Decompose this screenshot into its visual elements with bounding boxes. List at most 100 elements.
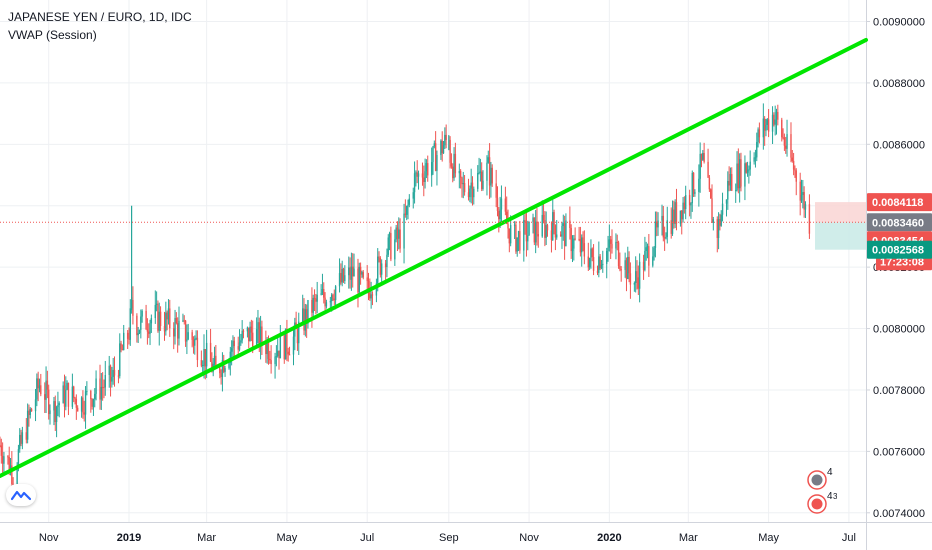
candle-body	[255, 329, 258, 347]
candle-body	[352, 266, 354, 277]
candle-body	[92, 399, 95, 407]
candle-body	[757, 129, 759, 143]
candle-body	[361, 272, 363, 275]
candle-body	[782, 137, 784, 139]
candle-body	[681, 210, 683, 220]
candle-body	[237, 346, 239, 350]
candle-body	[606, 250, 608, 264]
candle-body	[653, 247, 655, 257]
candle-body	[16, 468, 18, 485]
candle-body	[745, 163, 747, 173]
candle-body	[683, 202, 686, 210]
candle-body	[791, 157, 793, 161]
candle-body	[773, 114, 775, 125]
candle-body	[588, 257, 591, 268]
candle-body	[284, 328, 287, 360]
price-tag-high: 0.0084118	[867, 193, 932, 212]
candle-body	[767, 119, 770, 132]
candle-body	[527, 235, 529, 242]
candle-body	[288, 354, 291, 356]
candle-body	[553, 212, 555, 226]
x-tick-label: May	[758, 532, 779, 544]
candle-body	[165, 312, 167, 332]
candle-body	[209, 342, 212, 362]
candle-body	[765, 124, 767, 131]
candle-body	[427, 163, 429, 176]
candle-body	[34, 399, 37, 412]
candle-body	[790, 134, 792, 158]
candle-body	[316, 294, 318, 302]
candle-body	[123, 332, 125, 350]
candle-body	[403, 213, 405, 249]
candle-body	[707, 161, 709, 178]
price-tag-low-text: 0.0082568	[872, 245, 924, 257]
candle-body	[67, 382, 70, 407]
candle-body	[744, 163, 746, 187]
candle-body	[602, 263, 604, 265]
candle-body	[340, 273, 342, 283]
candle-body	[192, 339, 195, 346]
candle-body	[17, 449, 20, 469]
candle-body	[731, 174, 733, 191]
candle-body	[55, 407, 58, 422]
indicator-label[interactable]: VWAP (Session)	[8, 28, 97, 42]
candle-body	[423, 177, 425, 183]
candle-body	[802, 192, 804, 195]
candle-body	[330, 294, 333, 302]
candle-body	[184, 320, 187, 342]
candle-body	[324, 297, 326, 307]
candle-body	[525, 221, 528, 242]
candle-body	[533, 217, 536, 243]
candle-body	[298, 321, 300, 344]
candle-body	[187, 332, 189, 340]
candle-body	[101, 386, 104, 388]
candle-body	[100, 386, 103, 400]
price-tag-low: 0.0082568	[867, 240, 932, 259]
candle-body	[246, 327, 249, 332]
price-tag-last-text: 0.0083460	[872, 217, 924, 229]
candle-body	[578, 238, 580, 240]
candle-body	[528, 221, 530, 236]
candle-body	[620, 269, 622, 271]
candle-body	[65, 389, 67, 407]
candle-body	[333, 298, 335, 301]
candle-body	[26, 410, 29, 440]
candle-body	[633, 282, 636, 285]
candle-body	[233, 340, 235, 347]
candle-body	[738, 159, 741, 189]
event-badges[interactable]: 4 4 3	[803, 467, 838, 516]
badge-count-3: 3	[833, 492, 837, 501]
candle-body	[278, 350, 280, 359]
candle-body	[266, 342, 268, 355]
candle-body	[75, 398, 78, 408]
candle-body	[688, 195, 691, 206]
candle-body	[47, 389, 50, 415]
candle-body	[774, 119, 776, 125]
x-tick-label: 2019	[117, 532, 141, 544]
candle-body	[313, 297, 316, 299]
candle-body	[721, 203, 724, 215]
candle-body	[251, 332, 254, 347]
candle-body	[157, 303, 159, 331]
y-tick-label: 0.0086000	[873, 139, 925, 151]
y-tick-label: 0.0088000	[873, 78, 925, 90]
candle-body	[412, 192, 414, 199]
candle-body	[711, 198, 713, 223]
candle-body	[550, 230, 553, 240]
candle-body	[194, 338, 196, 346]
candle-body	[671, 209, 674, 234]
candle-body	[424, 171, 426, 183]
candle-body	[490, 167, 492, 186]
tradingview-logo-icon[interactable]	[6, 484, 36, 506]
candle-body	[491, 167, 493, 184]
countdown-text: 17:23:08	[880, 256, 924, 268]
candle-body	[366, 277, 368, 282]
candle-body	[182, 320, 184, 322]
candle-body	[673, 209, 675, 224]
candle-body	[716, 219, 718, 238]
candle-body	[599, 256, 601, 269]
candle-body	[74, 397, 76, 399]
candle-body	[367, 281, 370, 290]
